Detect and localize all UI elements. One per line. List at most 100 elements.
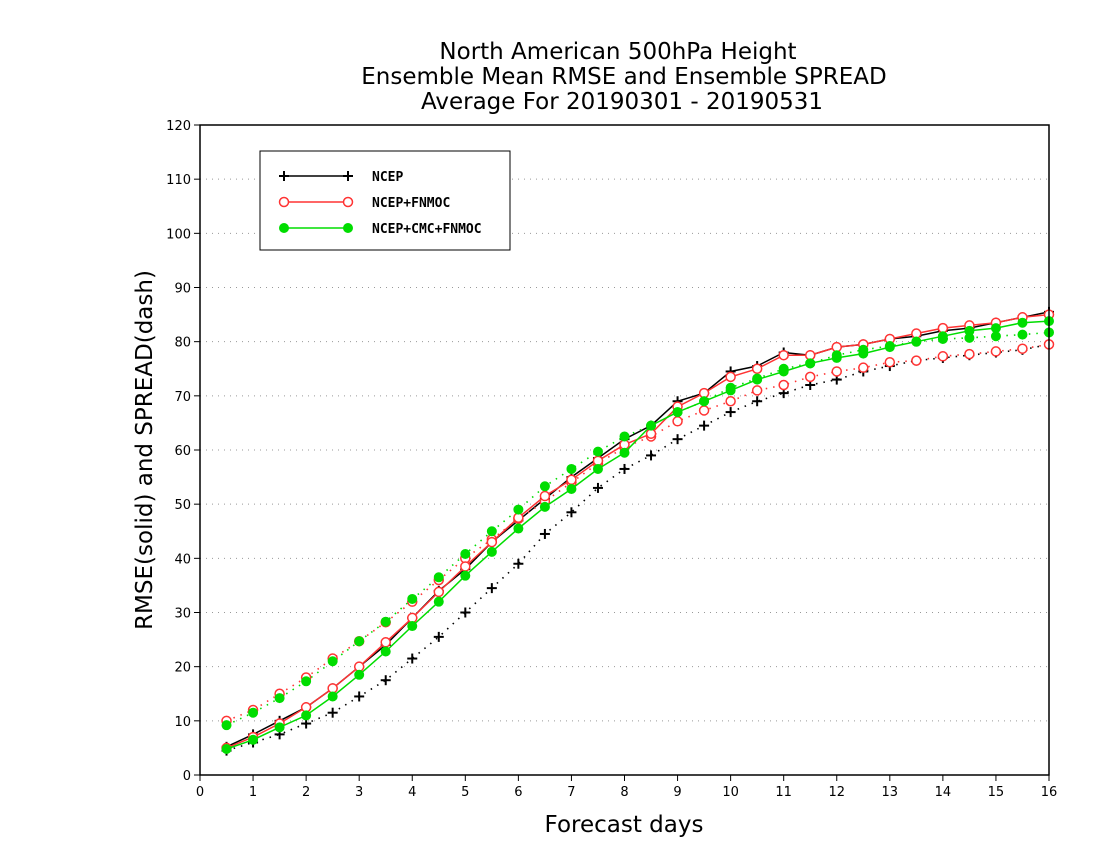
ncep-fnmoc-rmse-point [460,561,471,572]
x-tick-label: 13 [882,785,899,800]
ncep-spread-point [592,482,603,493]
y-tick-label: 120 [166,119,191,134]
ncep-fnmoc-rmse-point [751,363,763,374]
y-tick-label: 70 [174,390,191,405]
ncep-cmc-fnmoc-rmse-point [672,407,683,418]
ncep-cmc-fnmoc-rmse-point [433,596,444,607]
ncep-cmc-fnmoc-rmse-point [725,385,736,396]
ncep-cmc-fnmoc-spread-point [274,693,285,704]
x-tick-label: 15 [988,785,1005,800]
ncep-cmc-fnmoc-spread-point [486,526,497,537]
ncep-cmc-fnmoc-rmse-point [486,546,497,557]
x-tick-label: 14 [935,785,952,800]
ncep-fnmoc-spread-point [698,405,710,416]
x-tick-label: 3 [355,785,363,800]
ncep-cmc-fnmoc-rmse-point [990,323,1001,334]
legend-label-ncep-cmc-fnmoc: NCEP+CMC+FNMOC [372,222,482,237]
y-tick-label: 40 [174,552,191,567]
ncep-cmc-fnmoc-spread-point [566,463,577,474]
ncep-cmc-fnmoc-spread-point [539,481,550,492]
ncep-cmc-fnmoc-spread-point [327,656,338,667]
x-tick-label: 9 [673,785,681,800]
x-tick-label: 2 [302,785,310,800]
x-axis-label: Forecast days [545,812,704,838]
ncep-fnmoc-rmse-point [380,637,391,648]
ncep-cmc-fnmoc-rmse-point [380,646,391,657]
legend-marker-ncep-fnmoc [342,196,354,208]
x-tick-label: 7 [567,785,575,800]
ncep-fnmoc-rmse-point [725,371,736,383]
x-tick-label: 8 [620,785,628,800]
legend-marker-ncep [279,171,289,181]
ncep-spread-point [646,450,657,461]
ncep-spread-point [699,420,710,431]
ncep-fnmoc-spread-point [937,351,949,362]
ncep-cmc-fnmoc-spread-point [592,446,603,457]
legend-label-ncep: NCEP [372,170,403,185]
y-tick-label: 0 [183,769,191,784]
title-line-2: Ensemble Mean RMSE and Ensemble SPREAD [361,64,886,90]
ncep-fnmoc-spread-point [751,385,763,396]
ncep-cmc-fnmoc-rmse-point [1017,317,1028,328]
ncep-cmc-fnmoc-spread-point [354,636,365,647]
ncep-cmc-fnmoc-spread-point [433,572,444,583]
ncep-cmc-fnmoc-spread-point [301,676,312,687]
x-tick-label: 1 [249,785,257,800]
ncep-cmc-fnmoc-rmse-point [937,331,948,342]
ncep-cmc-fnmoc-rmse-point [619,447,630,458]
y-tick-label: 50 [174,498,191,513]
y-tick-label: 80 [174,336,191,351]
y-tick-label: 10 [174,715,191,730]
y-tick-label: 20 [174,661,191,676]
ncep-cmc-fnmoc-spread-point [513,504,524,515]
ncep-fnmoc-spread-point [725,396,736,407]
ncep-cmc-fnmoc-spread-point [619,431,630,442]
ncep-cmc-fnmoc-spread-point [407,593,418,604]
ncep-spread-point [566,507,577,518]
ncep-cmc-fnmoc-rmse-point [566,484,577,494]
ncep-fnmoc-spread-point [884,357,896,368]
ncep-cmc-fnmoc-rmse-point [327,691,338,702]
ncep-cmc-fnmoc-rmse-point [964,325,975,336]
ncep-cmc-fnmoc-rmse-point [513,523,524,534]
ncep-spread-point [619,463,630,474]
ncep-fnmoc-rmse-point [566,474,577,486]
ncep-cmc-fnmoc-rmse-point [699,396,710,407]
ncep-cmc-fnmoc-rmse-point [539,501,550,512]
x-tick-label: 5 [461,785,469,800]
ncep-spread-point [327,707,338,718]
x-tick-label: 0 [196,785,204,800]
ncep-fnmoc-spread-point [831,366,842,377]
ncep-fnmoc-rmse-point [433,586,445,598]
ncep-spread-point [460,607,471,618]
ncep-fnmoc-rmse-point [778,349,789,361]
title-line-3: Average For 20190301 - 20190531 [421,89,823,115]
ncep-cmc-fnmoc-rmse-line [226,320,1050,750]
ncep-cmc-fnmoc-rmse-point [301,710,312,721]
ncep-cmc-fnmoc-rmse-point [778,366,789,377]
ncep-spread-point [513,558,524,569]
ncep-cmc-fnmoc-spread-point [221,720,232,731]
ncep-cmc-fnmoc-rmse-point [858,348,869,359]
ncep-cmc-fnmoc-rmse-point [646,420,657,431]
ncep-cmc-fnmoc-spread-line [226,331,1050,726]
ncep-spread-point [672,434,683,445]
legend-label-ncep-fnmoc: NCEP+FNMOC [372,196,450,211]
x-tick-label: 4 [408,785,416,800]
ncep-fnmoc-spread-point [778,379,789,391]
y-axis-label: RMSE(solid) and SPREAD(dash) [132,270,158,630]
title-line-1: North American 500hPa Height [439,39,796,65]
ncep-cmc-fnmoc-rmse-point [805,358,816,369]
ncep-fnmoc-spread-point [858,362,869,373]
y-tick-label: 30 [174,607,191,622]
ncep-fnmoc-spread-line [226,343,1050,722]
ncep-fnmoc-spread-point [804,371,816,383]
legend-marker-ncep [343,171,353,181]
legend-marker-ncep-fnmoc [278,196,290,208]
ncep-spread-point [433,631,444,642]
ncep-cmc-fnmoc-rmse-point [407,621,418,632]
y-tick-label: 100 [166,227,191,242]
ncep-cmc-fnmoc-rmse-point [460,570,471,581]
ncep-fnmoc-rmse-point [486,536,498,548]
